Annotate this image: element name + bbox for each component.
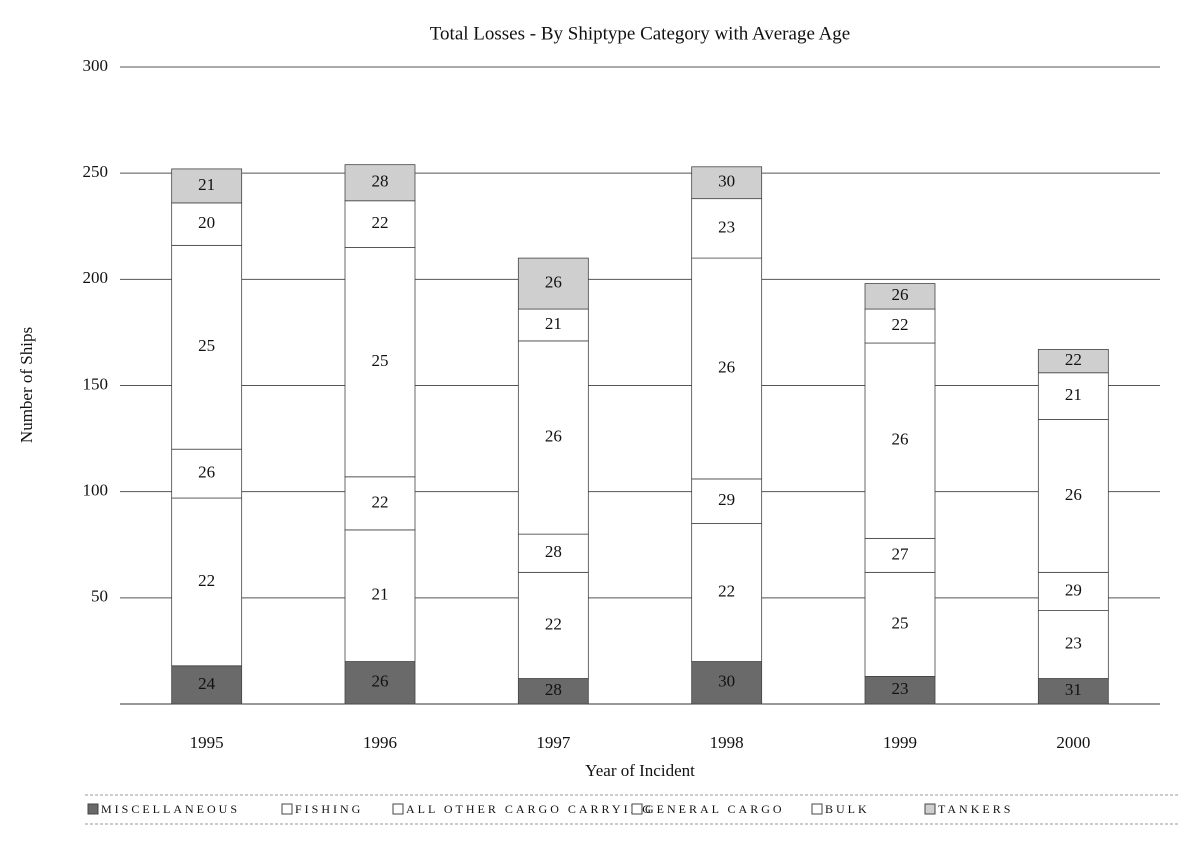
age-label: 22 — [892, 315, 909, 334]
legend-label: MISCELLANEOUS — [101, 802, 240, 816]
age-label: 22 — [718, 581, 735, 600]
y-tick-label: 200 — [83, 268, 109, 287]
bar-segment — [691, 523, 763, 662]
bar-segment — [1037, 678, 1109, 705]
age-label: 27 — [892, 544, 910, 563]
y-tick-label: 50 — [91, 587, 108, 606]
bar-segment — [517, 533, 589, 573]
bar-segment — [1037, 372, 1109, 420]
y-tick-label: 100 — [83, 481, 109, 500]
bar-segment — [1037, 349, 1109, 374]
legend-label: BULK — [825, 802, 870, 816]
age-label: 21 — [545, 314, 562, 333]
bar-segment — [691, 661, 763, 705]
legend-swatch — [811, 803, 823, 815]
bar-segment — [344, 529, 416, 662]
bar-segment — [517, 257, 589, 310]
bar-segment — [1037, 571, 1109, 611]
bar-segment — [864, 283, 936, 310]
age-label: 26 — [1065, 485, 1082, 504]
x-tick-label: 1997 — [536, 733, 571, 752]
bar-segment — [517, 571, 589, 679]
bar-segment — [691, 198, 763, 259]
age-label: 21 — [1065, 385, 1082, 404]
bar-segment — [691, 166, 763, 200]
x-tick-label: 1995 — [190, 733, 224, 752]
legend-swatch — [87, 803, 99, 815]
x-tick-label: 1998 — [710, 733, 744, 752]
age-label: 30 — [718, 672, 735, 691]
bar-segment — [864, 308, 936, 344]
age-label: 23 — [892, 679, 909, 698]
age-label: 26 — [892, 430, 909, 449]
bar-segment — [864, 675, 936, 705]
bar-segment — [171, 244, 243, 450]
bar-segment — [344, 164, 416, 202]
bar-segment — [171, 665, 243, 705]
age-label: 26 — [545, 272, 562, 291]
bar-segment — [171, 168, 243, 204]
legend-swatch — [631, 803, 643, 815]
age-label: 26 — [372, 672, 389, 691]
age-label: 22 — [372, 492, 389, 511]
age-label: 21 — [198, 175, 215, 194]
bar-segment — [864, 537, 936, 573]
bar-segment — [864, 342, 936, 539]
bar-segment — [517, 308, 589, 342]
legend-swatch — [392, 803, 404, 815]
age-label: 30 — [718, 172, 735, 191]
chart-title: Total Losses - By Shiptype Category with… — [430, 23, 850, 44]
legend-swatch — [924, 803, 936, 815]
age-label: 26 — [718, 357, 735, 376]
bar-segment — [344, 247, 416, 478]
age-label: 23 — [1065, 633, 1082, 652]
age-label: 26 — [545, 426, 562, 445]
age-label: 21 — [372, 585, 389, 604]
age-label: 22 — [1065, 350, 1082, 369]
y-tick-label: 150 — [83, 374, 109, 393]
x-tick-label: 1999 — [883, 733, 917, 752]
age-label: 25 — [198, 336, 215, 355]
bar-segment — [517, 340, 589, 535]
bar-segment — [171, 497, 243, 667]
age-label: 25 — [372, 351, 389, 370]
age-label: 22 — [545, 614, 562, 633]
y-axis-title: Number of Ships — [17, 327, 36, 443]
age-label: 29 — [1065, 580, 1082, 599]
x-tick-label: 2000 — [1056, 733, 1090, 752]
age-label: 22 — [372, 213, 389, 232]
bar-segment — [171, 448, 243, 499]
bar-segment — [691, 257, 763, 480]
age-label: 28 — [545, 542, 562, 561]
x-axis-title: Year of Incident — [585, 761, 695, 780]
legend-label: TANKERS — [938, 802, 1013, 816]
bar-segment — [344, 476, 416, 531]
age-label: 24 — [198, 674, 216, 693]
age-label: 25 — [892, 613, 909, 632]
legend-label: ALL OTHER CARGO CARRYING — [406, 802, 654, 816]
legend-swatch — [281, 803, 293, 815]
age-label: 22 — [198, 571, 215, 590]
bar-segment — [864, 571, 936, 677]
bar-segment — [1037, 419, 1109, 573]
age-label: 28 — [545, 680, 562, 699]
x-tick-label: 1996 — [363, 733, 397, 752]
age-label: 23 — [718, 217, 735, 236]
y-tick-label: 250 — [83, 162, 109, 181]
age-label: 29 — [718, 490, 735, 509]
age-label: 26 — [892, 285, 909, 304]
y-tick-label: 300 — [83, 56, 109, 75]
bar-segment — [691, 478, 763, 524]
age-label: 28 — [372, 172, 389, 191]
age-label: 31 — [1065, 680, 1082, 699]
legend-label: GENERAL CARGO — [645, 802, 785, 816]
age-label: 26 — [198, 463, 215, 482]
legend-label: FISHING — [295, 802, 363, 816]
age-label: 20 — [198, 213, 215, 232]
bar-segment — [171, 202, 243, 246]
